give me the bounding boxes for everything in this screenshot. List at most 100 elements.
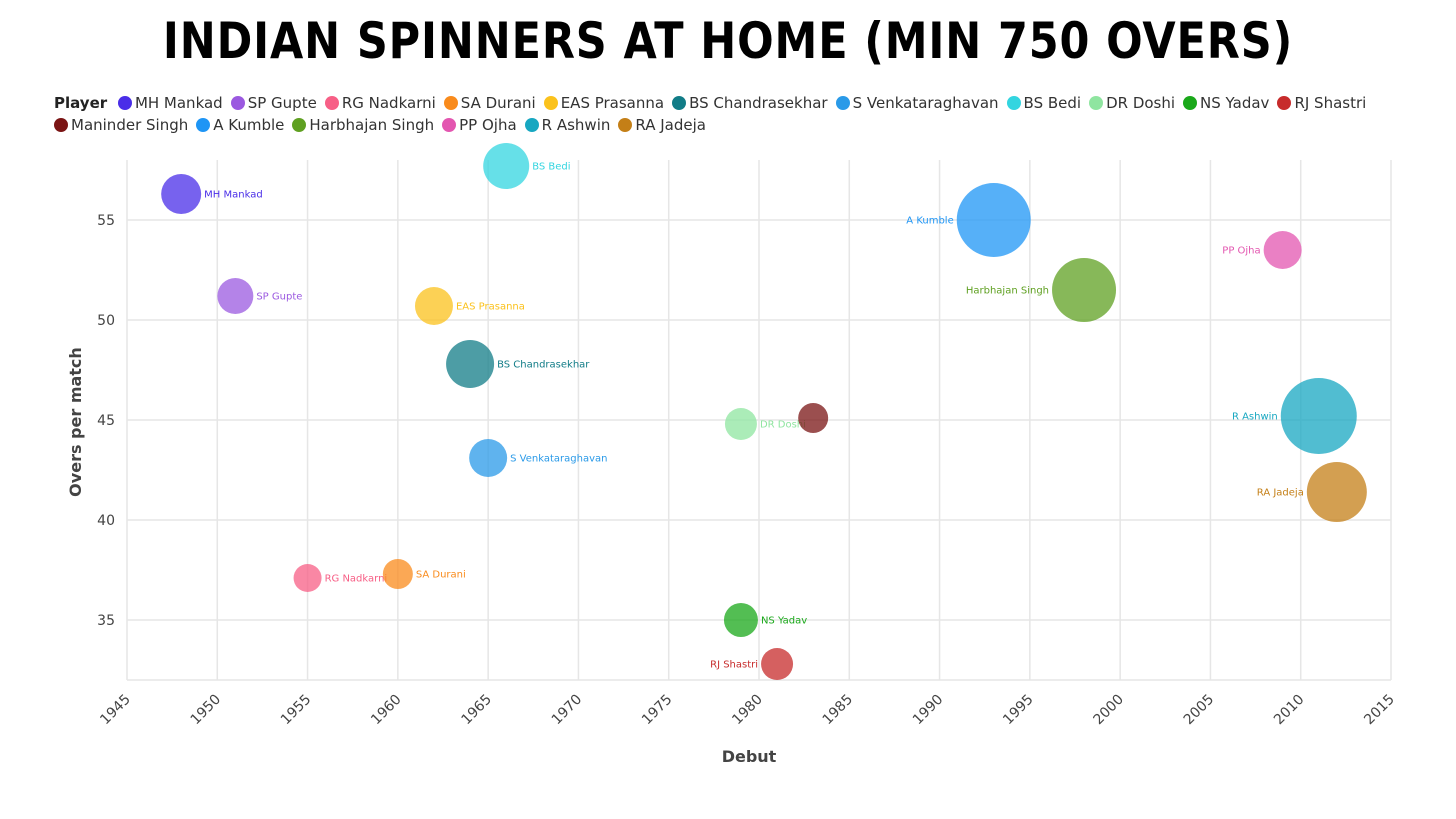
- legend-entry-rg-nadkarni[interactable]: RG Nadkarni: [324, 92, 436, 114]
- legend-label: Maninder Singh: [71, 116, 189, 134]
- bubble-harbhajan-singh[interactable]: [1052, 258, 1117, 322]
- legend-label: Harbhajan Singh: [309, 116, 435, 134]
- legend-entry-harbhajan-singh[interactable]: Harbhajan Singh: [292, 114, 434, 136]
- legend-swatch: [672, 96, 687, 110]
- legend-entry-sp-gupte[interactable]: SP Gupte: [230, 92, 317, 114]
- y-axis-title: Overs per match: [66, 347, 85, 497]
- x-axis-title: Debut: [722, 747, 777, 766]
- legend-label: R Ashwin: [541, 116, 611, 134]
- point-label-pp-ojha: PP Ojha: [1222, 246, 1260, 257]
- legend-swatch: [835, 96, 850, 110]
- legend-entry-bs-bedi[interactable]: BS Bedi: [1006, 92, 1082, 114]
- legend-label: NS Yadav: [1200, 94, 1270, 112]
- legend-swatch: [1183, 96, 1198, 110]
- legend-entry-pp-ojha[interactable]: PP Ojha: [442, 114, 517, 136]
- y-tick-label: 55: [97, 213, 115, 229]
- point-label-sa-durani: SA Durani: [416, 570, 466, 581]
- bubble-maninder-singh[interactable]: [798, 403, 829, 433]
- x-tick-label: 2005: [1181, 692, 1218, 729]
- legend-entry-eas-prasanna[interactable]: EAS Prasanna: [543, 92, 665, 114]
- legend-label: BS Chandrasekhar: [689, 94, 828, 112]
- x-tick-label: 2010: [1271, 692, 1308, 729]
- legend-swatch: [1277, 96, 1292, 110]
- legend-title: Player: [54, 94, 108, 112]
- point-label-ra-jadeja: RA Jadeja: [1257, 488, 1304, 499]
- legend-entry-maninder-singh[interactable]: Maninder Singh: [54, 114, 188, 136]
- legend-label: PP Ojha: [459, 116, 517, 134]
- bubble-sp-gupte[interactable]: [217, 278, 254, 314]
- chart-title: INDIAN SPINNERS AT HOME (MIN 750 OVERS): [162, 12, 1294, 70]
- point-label-s-venkataraghavan: S Venkataraghavan: [510, 454, 607, 465]
- legend-label: RG Nadkarni: [341, 94, 436, 112]
- legend-label: RJ Shastri: [1294, 94, 1367, 112]
- legend: Player MH Mankad SP Gupte RG Nadkarni SA Du…: [54, 92, 1434, 136]
- point-label-eas-prasanna: EAS Prasanna: [456, 302, 525, 313]
- legend-entry-a-kumble[interactable]: A Kumble: [196, 114, 284, 136]
- bubble-bs-bedi[interactable]: [483, 143, 530, 189]
- x-tick-label: 1975: [639, 692, 676, 729]
- data-points: MH Mankad SP Gupte RG Nadkarni SA Durani EAS…: [161, 143, 1367, 680]
- bubble-s-venkataraghavan[interactable]: [469, 439, 508, 477]
- legend-label: EAS Prasanna: [560, 94, 665, 112]
- x-tick-label: 1955: [278, 692, 315, 729]
- y-tick-label: 45: [97, 413, 115, 429]
- point-label-r-ashwin: R Ashwin: [1232, 412, 1278, 423]
- bubble-r-ashwin[interactable]: [1280, 378, 1357, 454]
- legend-swatch: [1006, 96, 1021, 110]
- legend-entry-ra-jadeja[interactable]: RA Jadeja: [618, 114, 706, 136]
- legend-entry-r-ashwin[interactable]: R Ashwin: [524, 114, 611, 136]
- bubble-ra-jadeja[interactable]: [1306, 462, 1367, 522]
- bubble-dr-doshi[interactable]: [724, 408, 757, 440]
- x-tick-label: 1950: [188, 692, 225, 729]
- bubble-bs-chandrasekhar[interactable]: [446, 340, 495, 388]
- bubble-sa-durani[interactable]: [382, 559, 413, 589]
- y-tick-label: 40: [97, 513, 115, 529]
- point-label-sp-gupte: SP Gupte: [256, 292, 302, 303]
- legend-entry-dr-doshi[interactable]: DR Doshi: [1089, 92, 1175, 114]
- point-label-harbhajan-singh: Harbhajan Singh: [966, 286, 1049, 297]
- legend-entry-ns-yadav[interactable]: NS Yadav: [1183, 92, 1269, 114]
- legend-label: RA Jadeja: [635, 116, 706, 134]
- bubble-eas-prasanna[interactable]: [414, 287, 453, 325]
- x-tick-label: 1960: [368, 692, 405, 729]
- legend-entry-bs-chandrasekhar[interactable]: BS Chandrasekhar: [672, 92, 828, 114]
- legend-swatch: [1089, 96, 1104, 110]
- legend-swatch: [443, 96, 458, 110]
- y-tick-label: 35: [97, 613, 115, 629]
- legend-swatch: [230, 96, 245, 110]
- legend-label: BS Bedi: [1023, 94, 1082, 112]
- x-tick-label: 2015: [1361, 692, 1398, 729]
- point-label-rj-shastri: RJ Shastri: [710, 660, 758, 671]
- legend-entry-rj-shastri[interactable]: RJ Shastri: [1277, 92, 1366, 114]
- bubble-pp-ojha[interactable]: [1263, 231, 1302, 269]
- bubble-ns-yadav[interactable]: [723, 603, 758, 637]
- y-tick-label: 50: [97, 313, 115, 329]
- x-tick-label: 1990: [910, 692, 947, 729]
- legend-swatch: [292, 118, 307, 132]
- x-tick-label: 2000: [1090, 692, 1127, 729]
- bubble-mh-mankad[interactable]: [161, 174, 202, 214]
- x-tick-label: 1995: [1000, 692, 1037, 729]
- legend-label: SA Durani: [460, 94, 536, 112]
- point-label-bs-chandrasekhar: BS Chandrasekhar: [497, 360, 590, 371]
- point-label-bs-bedi: BS Bedi: [532, 162, 570, 173]
- x-tick-label: 1965: [458, 692, 495, 729]
- legend-swatch: [324, 96, 339, 110]
- legend-swatch: [543, 96, 558, 110]
- legend-entry-s-venkataraghavan[interactable]: S Venkataraghavan: [835, 92, 999, 114]
- bubble-rj-shastri[interactable]: [761, 648, 794, 680]
- legend-entry-mh-mankad[interactable]: MH Mankad: [117, 92, 223, 114]
- bubble-a-kumble[interactable]: [956, 183, 1031, 257]
- legend-label: SP Gupte: [247, 94, 317, 112]
- legend-entry-sa-durani[interactable]: SA Durani: [443, 92, 536, 114]
- bubble-rg-nadkarni[interactable]: [293, 564, 322, 592]
- legend-swatch: [524, 118, 539, 132]
- point-label-ns-yadav: NS Yadav: [761, 616, 807, 627]
- x-tick-label: 1970: [549, 692, 586, 729]
- legend-swatch: [54, 118, 68, 132]
- legend-label: DR Doshi: [1106, 94, 1176, 112]
- point-label-a-kumble: A Kumble: [906, 216, 953, 227]
- legend-swatch: [117, 96, 132, 110]
- legend-label: MH Mankad: [134, 94, 223, 112]
